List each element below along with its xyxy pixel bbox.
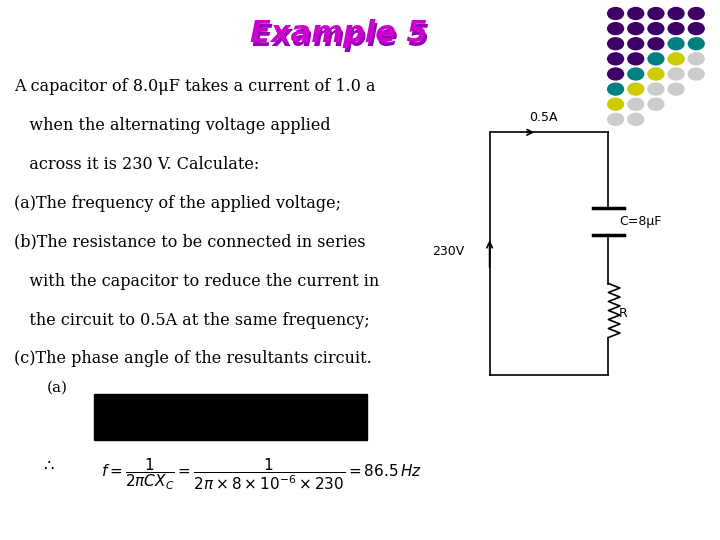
Circle shape bbox=[628, 68, 644, 80]
Circle shape bbox=[648, 98, 664, 110]
Circle shape bbox=[648, 38, 664, 50]
Text: (a): (a) bbox=[47, 381, 68, 395]
Circle shape bbox=[628, 83, 644, 95]
Text: when the alternating voltage applied: when the alternating voltage applied bbox=[14, 117, 331, 134]
Text: across it is 230 V. Calculate:: across it is 230 V. Calculate: bbox=[14, 156, 260, 173]
Circle shape bbox=[608, 8, 624, 19]
Circle shape bbox=[608, 53, 624, 65]
Text: the circuit to 0.5A at the same frequency;: the circuit to 0.5A at the same frequenc… bbox=[14, 312, 370, 328]
Circle shape bbox=[608, 83, 624, 95]
Text: (c)The phase angle of the resultants circuit.: (c)The phase angle of the resultants cir… bbox=[14, 350, 372, 367]
Circle shape bbox=[668, 53, 684, 65]
Text: 0.5A: 0.5A bbox=[529, 111, 558, 124]
Circle shape bbox=[688, 38, 704, 50]
Circle shape bbox=[628, 23, 644, 35]
Circle shape bbox=[688, 8, 704, 19]
Circle shape bbox=[668, 23, 684, 35]
Circle shape bbox=[688, 68, 704, 80]
Text: Example 5: Example 5 bbox=[250, 19, 427, 48]
Text: (a)The frequency of the applied voltage;: (a)The frequency of the applied voltage; bbox=[14, 195, 341, 212]
Circle shape bbox=[608, 23, 624, 35]
Text: C=8μF: C=8μF bbox=[619, 215, 662, 228]
Circle shape bbox=[648, 83, 664, 95]
Circle shape bbox=[628, 98, 644, 110]
Circle shape bbox=[608, 38, 624, 50]
Circle shape bbox=[608, 113, 624, 125]
Circle shape bbox=[668, 8, 684, 19]
Text: R: R bbox=[619, 307, 628, 320]
Circle shape bbox=[668, 38, 684, 50]
FancyBboxPatch shape bbox=[94, 394, 367, 440]
Circle shape bbox=[648, 23, 664, 35]
Text: $\therefore$: $\therefore$ bbox=[40, 456, 55, 474]
Text: Example 5: Example 5 bbox=[253, 23, 430, 52]
Circle shape bbox=[648, 53, 664, 65]
Circle shape bbox=[688, 53, 704, 65]
Text: A capacitor of 8.0μF takes a current of 1.0 a: A capacitor of 8.0μF takes a current of … bbox=[14, 78, 376, 95]
Circle shape bbox=[628, 53, 644, 65]
Circle shape bbox=[648, 68, 664, 80]
Circle shape bbox=[608, 98, 624, 110]
Circle shape bbox=[668, 68, 684, 80]
Circle shape bbox=[628, 8, 644, 19]
Text: 230V: 230V bbox=[432, 245, 464, 258]
Circle shape bbox=[608, 68, 624, 80]
Circle shape bbox=[668, 83, 684, 95]
Circle shape bbox=[628, 38, 644, 50]
Circle shape bbox=[648, 8, 664, 19]
Circle shape bbox=[688, 23, 704, 35]
Circle shape bbox=[628, 113, 644, 125]
Text: (b)The resistance to be connected in series: (b)The resistance to be connected in ser… bbox=[14, 234, 366, 251]
Text: with the capacitor to reduce the current in: with the capacitor to reduce the current… bbox=[14, 273, 379, 289]
Text: $f = \dfrac{1}{2\pi C X_C} = \dfrac{1}{2\pi \times 8 \times 10^{-6} \times 230} : $f = \dfrac{1}{2\pi C X_C} = \dfrac{1}{2… bbox=[101, 456, 422, 492]
